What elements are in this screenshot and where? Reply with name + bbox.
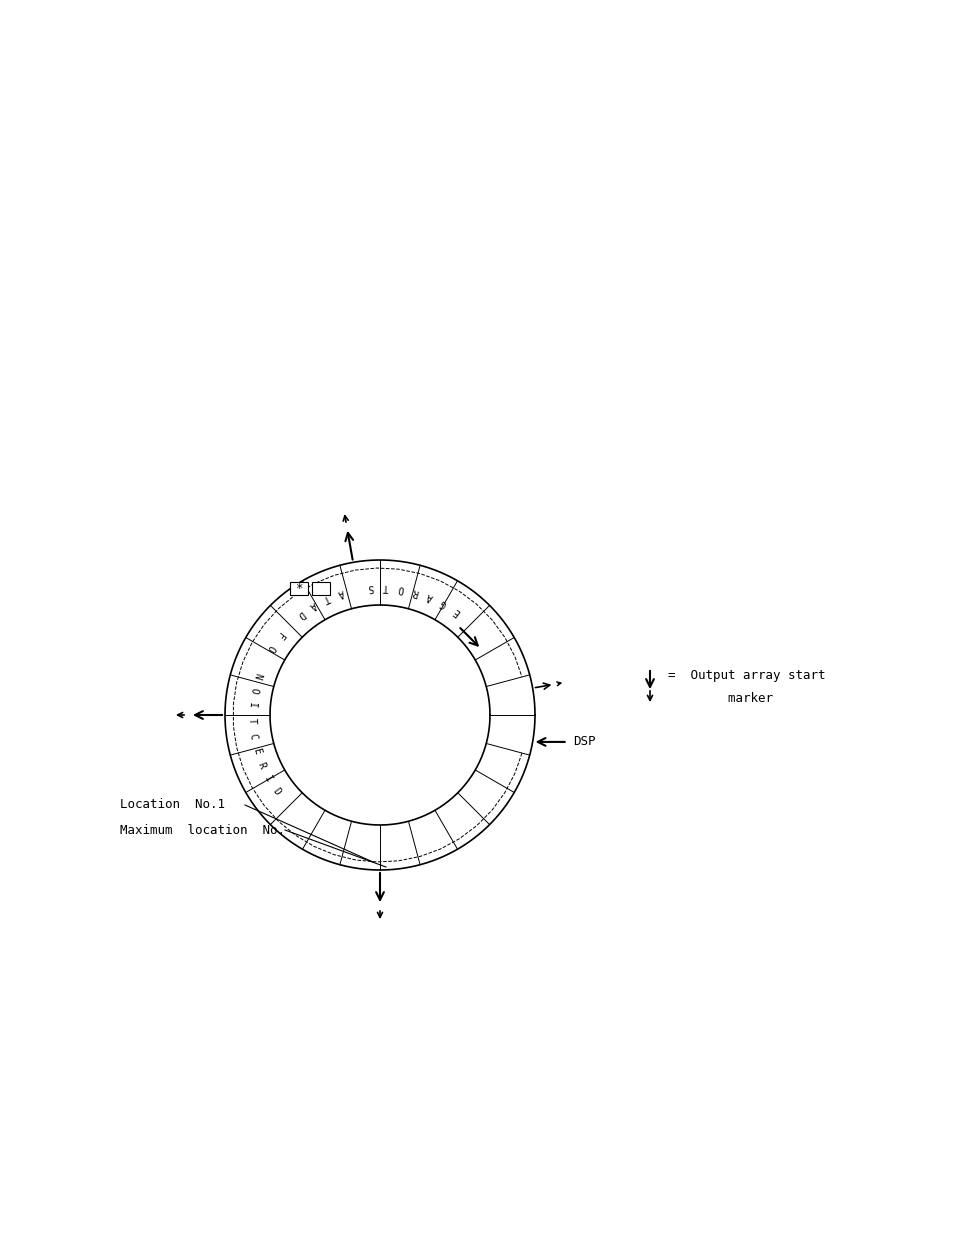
Text: O: O xyxy=(248,687,259,694)
Text: G: G xyxy=(438,598,449,609)
Text: R: R xyxy=(411,585,419,598)
Text: D: D xyxy=(271,787,282,797)
Text: =  Output array start: = Output array start xyxy=(667,668,824,682)
Text: Maximum  location  No.: Maximum location No. xyxy=(120,824,285,836)
Text: I: I xyxy=(247,703,256,709)
Text: DSP: DSP xyxy=(572,735,595,748)
Text: I: I xyxy=(262,774,274,784)
Text: A: A xyxy=(425,590,435,603)
Text: Location  No.1: Location No.1 xyxy=(120,799,225,811)
Text: *: * xyxy=(294,582,302,595)
Text: E: E xyxy=(451,606,461,618)
Text: S: S xyxy=(367,582,374,592)
Bar xyxy=(312,582,330,595)
Text: A: A xyxy=(336,587,345,598)
Bar xyxy=(290,582,308,595)
Text: C: C xyxy=(248,732,258,740)
Text: N: N xyxy=(252,672,263,680)
Text: E: E xyxy=(251,747,262,755)
Text: D: D xyxy=(294,609,306,620)
Text: R: R xyxy=(255,761,267,769)
Text: O: O xyxy=(396,583,404,594)
Text: O: O xyxy=(264,643,275,653)
Text: T: T xyxy=(246,718,256,724)
Text: T: T xyxy=(321,593,331,604)
Text: T: T xyxy=(382,582,389,592)
Text: A: A xyxy=(308,599,317,611)
Text: marker: marker xyxy=(667,692,772,704)
Text: F: F xyxy=(273,630,284,641)
